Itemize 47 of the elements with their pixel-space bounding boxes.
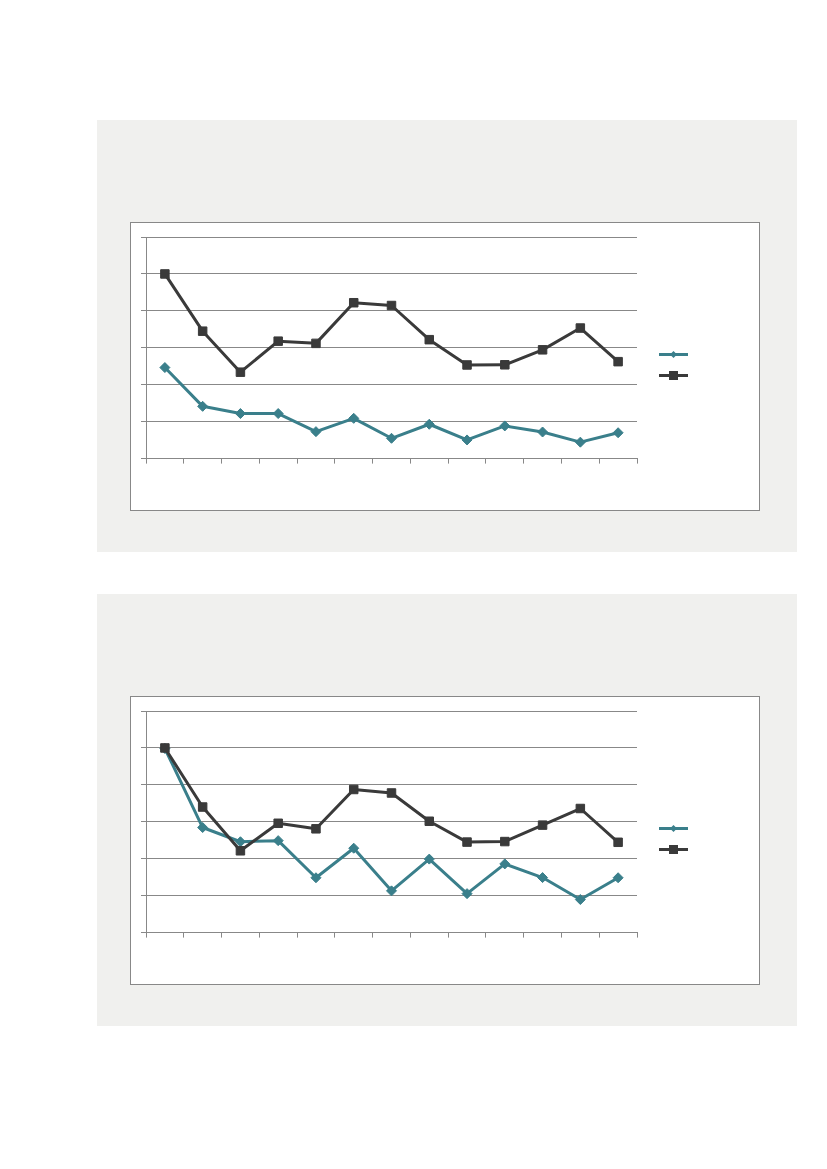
- point: [499, 858, 511, 870]
- point: [386, 432, 397, 444]
- point: [424, 816, 435, 826]
- point: [310, 872, 322, 884]
- point: [537, 872, 549, 884]
- point: [311, 338, 321, 349]
- point: [197, 326, 208, 336]
- point: [424, 334, 435, 345]
- point: [311, 824, 321, 834]
- point: [461, 434, 473, 446]
- point: [423, 418, 435, 430]
- point: [273, 336, 283, 346]
- point: [272, 835, 284, 847]
- point: [159, 362, 171, 374]
- point: [348, 784, 359, 795]
- point: [500, 360, 510, 370]
- point: [310, 426, 322, 438]
- point: [197, 802, 208, 812]
- point: [461, 888, 473, 900]
- point: [273, 818, 283, 829]
- point: [575, 803, 586, 814]
- point: [386, 788, 397, 798]
- point: [160, 269, 170, 279]
- point: [499, 420, 511, 432]
- point: [462, 360, 472, 370]
- point: [612, 872, 624, 884]
- point: [612, 427, 624, 439]
- point: [574, 894, 586, 906]
- point: [537, 820, 548, 830]
- point: [613, 356, 623, 367]
- point: [613, 837, 623, 848]
- point: [235, 367, 246, 377]
- point: [537, 426, 549, 438]
- point: [537, 345, 548, 355]
- point: [348, 298, 359, 308]
- point: [348, 412, 360, 424]
- point: [500, 836, 510, 847]
- point: [386, 885, 397, 897]
- point: [197, 400, 209, 412]
- point: [575, 323, 586, 333]
- point: [197, 822, 209, 834]
- point: [386, 300, 397, 311]
- point: [348, 842, 360, 854]
- point: [574, 436, 586, 448]
- point: [423, 853, 435, 865]
- point: [235, 846, 246, 856]
- point: [462, 837, 472, 847]
